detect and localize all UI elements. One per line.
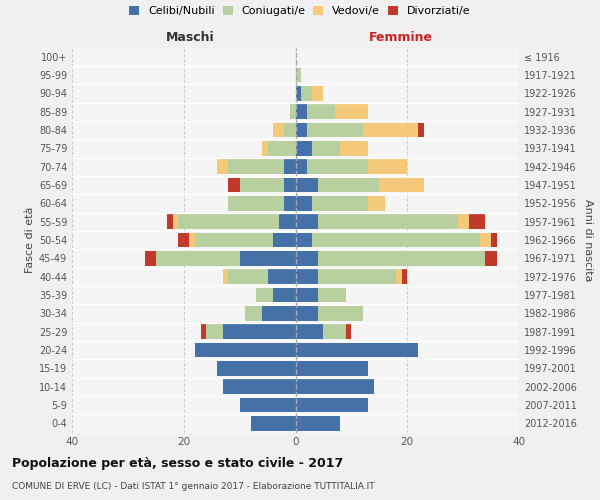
- Bar: [217, 361, 296, 376]
- Bar: [273, 232, 296, 248]
- Bar: [296, 324, 323, 339]
- Bar: [273, 288, 296, 302]
- Bar: [346, 324, 352, 339]
- Bar: [296, 270, 318, 284]
- Bar: [296, 214, 318, 229]
- Text: Popolazione per età, sesso e stato civile - 2017: Popolazione per età, sesso e stato civil…: [12, 458, 343, 470]
- Bar: [239, 251, 296, 266]
- Bar: [312, 196, 368, 210]
- Bar: [296, 306, 318, 320]
- Bar: [296, 104, 307, 119]
- Bar: [229, 270, 268, 284]
- Bar: [296, 232, 312, 248]
- Bar: [229, 178, 239, 192]
- Bar: [323, 324, 346, 339]
- Bar: [362, 122, 418, 138]
- Bar: [418, 122, 424, 138]
- Bar: [262, 306, 296, 320]
- Bar: [284, 122, 296, 138]
- Bar: [239, 398, 296, 412]
- Text: Maschi: Maschi: [166, 31, 215, 44]
- Bar: [318, 306, 362, 320]
- Legend: Celibi/Nubili, Coniugati/e, Vedovi/e, Divorziati/e: Celibi/Nubili, Coniugati/e, Vedovi/e, Di…: [130, 6, 470, 16]
- Bar: [296, 122, 307, 138]
- Bar: [318, 288, 346, 302]
- Bar: [396, 270, 401, 284]
- Bar: [296, 68, 301, 82]
- Bar: [301, 86, 312, 101]
- Bar: [458, 214, 469, 229]
- Bar: [307, 122, 362, 138]
- Bar: [223, 270, 229, 284]
- Bar: [229, 196, 284, 210]
- Bar: [273, 122, 284, 138]
- Y-axis label: Fasce di età: Fasce di età: [25, 207, 35, 273]
- Bar: [296, 416, 340, 430]
- Bar: [290, 104, 296, 119]
- Bar: [469, 214, 485, 229]
- Bar: [296, 141, 312, 156]
- Bar: [190, 232, 195, 248]
- Bar: [284, 178, 296, 192]
- Bar: [145, 251, 156, 266]
- Bar: [318, 270, 396, 284]
- Bar: [206, 324, 223, 339]
- Bar: [156, 251, 239, 266]
- Bar: [296, 398, 368, 412]
- Bar: [200, 324, 206, 339]
- Bar: [284, 196, 296, 210]
- Bar: [217, 160, 229, 174]
- Bar: [173, 214, 178, 229]
- Bar: [296, 380, 374, 394]
- Bar: [296, 160, 307, 174]
- Bar: [491, 232, 497, 248]
- Bar: [307, 104, 335, 119]
- Bar: [223, 324, 296, 339]
- Bar: [340, 141, 368, 156]
- Bar: [268, 141, 296, 156]
- Y-axis label: Anni di nascita: Anni di nascita: [583, 198, 593, 281]
- Bar: [256, 288, 273, 302]
- Bar: [307, 160, 368, 174]
- Bar: [268, 270, 296, 284]
- Bar: [318, 251, 485, 266]
- Bar: [296, 288, 318, 302]
- Bar: [284, 160, 296, 174]
- Text: COMUNE DI ERVE (LC) - Dati ISTAT 1° gennaio 2017 - Elaborazione TUTTITALIA.IT: COMUNE DI ERVE (LC) - Dati ISTAT 1° genn…: [12, 482, 374, 491]
- Bar: [178, 214, 279, 229]
- Bar: [239, 178, 284, 192]
- Bar: [368, 196, 385, 210]
- Bar: [178, 232, 190, 248]
- Bar: [229, 160, 284, 174]
- Bar: [401, 270, 407, 284]
- Bar: [318, 178, 379, 192]
- Bar: [485, 251, 497, 266]
- Bar: [480, 232, 491, 248]
- Bar: [296, 178, 318, 192]
- Bar: [251, 416, 296, 430]
- Bar: [279, 214, 296, 229]
- Bar: [245, 306, 262, 320]
- Bar: [195, 342, 296, 357]
- Bar: [318, 214, 458, 229]
- Text: Femmine: Femmine: [368, 31, 433, 44]
- Bar: [195, 232, 273, 248]
- Bar: [167, 214, 173, 229]
- Bar: [368, 160, 407, 174]
- Bar: [312, 86, 323, 101]
- Bar: [262, 141, 268, 156]
- Bar: [296, 196, 312, 210]
- Bar: [296, 361, 368, 376]
- Bar: [379, 178, 424, 192]
- Bar: [296, 251, 318, 266]
- Bar: [312, 141, 340, 156]
- Bar: [296, 342, 418, 357]
- Bar: [223, 380, 296, 394]
- Bar: [296, 86, 301, 101]
- Bar: [335, 104, 368, 119]
- Bar: [312, 232, 480, 248]
